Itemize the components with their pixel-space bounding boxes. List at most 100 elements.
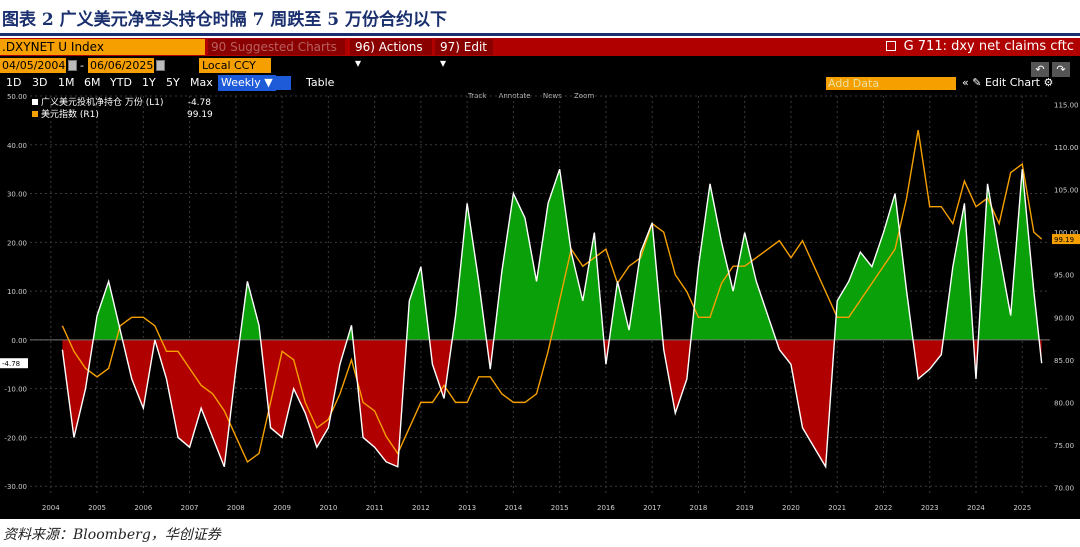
x-axis-tick-label: 2023 — [921, 504, 939, 512]
source-note: 资料来源：Bloomberg，华创证券 — [3, 527, 221, 543]
calendar-icon[interactable] — [156, 60, 165, 71]
right-axis-tick-label: 70.00 — [1054, 484, 1074, 492]
redo-icon[interactable]: ↷ — [1052, 62, 1070, 77]
x-axis-tick-label: 2017 — [643, 504, 661, 512]
legend-swatch-orange — [32, 111, 38, 117]
last-value-right-label: 99.19 — [1054, 236, 1074, 244]
x-axis-tick-label: 2006 — [134, 504, 152, 512]
currency-select[interactable]: Local CCY — [199, 58, 271, 73]
title-divider — [0, 33, 1080, 36]
chart-toolbar: Track Annotate News Zoom — [468, 92, 604, 100]
edit-menu[interactable]: 97) Edit ▾ — [435, 39, 493, 70]
tool-annotate[interactable]: Annotate — [498, 92, 531, 100]
actions-menu[interactable]: 96) Actions ▾ — [350, 39, 432, 70]
chart-function-title: G 711: dxy net claims cftc — [885, 38, 1074, 56]
frequency-select[interactable]: Weekly ▼ — [218, 75, 276, 91]
line-chart-icon[interactable] — [273, 76, 291, 90]
series-line-net-positions — [61, 168, 1043, 470]
date-range-bar: 04/05/2004 - 06/06/2025 Local CCY ↶ ↷ — [0, 58, 1080, 77]
x-axis-tick-label: 2018 — [690, 504, 708, 512]
chart-plot[interactable]: 50.00 40.00 30.00 20.00 10.00 0.00 -10.00 -20.0… — [0, 88, 1080, 519]
x-axis-tick-label: 2005 — [88, 504, 106, 512]
period-1m[interactable]: 1M — [58, 76, 75, 89]
legend-item-positions: 广义美元投机净持仓 万份 (L1) -4.78 — [32, 97, 211, 109]
left-axis-tick-label: -20.00 — [4, 434, 27, 442]
command-bar: .DXYNET U Index 90 Suggested Charts ▾ 96… — [0, 38, 1080, 70]
left-axis-tick-label: 40.00 — [7, 142, 27, 150]
right-axis-tick-label: 95.00 — [1054, 272, 1074, 280]
last-value-left-label: -4.78 — [2, 360, 20, 368]
x-axis-tick-label: 2010 — [319, 504, 337, 512]
figure-title: 图表 2 广义美元净空头持仓时隔 7 周跌至 5 万份合约以下 — [2, 10, 447, 30]
right-axis-tick-label: 85.00 — [1054, 357, 1074, 365]
period-6m[interactable]: 6M — [84, 76, 101, 89]
end-date-input[interactable]: 06/06/2025 — [88, 58, 154, 73]
legend-label-positions: 广义美元投机净持仓 万份 (L1) — [41, 98, 164, 108]
period-5y[interactable]: 5Y — [166, 76, 180, 89]
right-axis-tick-label: 80.00 — [1054, 399, 1074, 407]
positive-position-area — [62, 169, 1042, 340]
period-1y[interactable]: 1Y — [142, 76, 156, 89]
last-value-left-tag — [0, 358, 28, 369]
x-axis-tick-label: 2004 — [42, 504, 60, 512]
period-bar: 1D 3D 1M 6M YTD 1Y 5Y Max Weekly ▼ Table… — [0, 75, 1080, 91]
right-axis-tick-label: 75.00 — [1054, 442, 1074, 450]
period-1d[interactable]: 1D — [6, 76, 22, 89]
chart-title-text: G 711: dxy net claims cftc — [903, 39, 1074, 54]
right-axis-tick-label: 110.00 — [1054, 144, 1079, 152]
period-3d[interactable]: 3D — [32, 76, 48, 89]
legend-value-positions: -4.78 — [187, 98, 211, 108]
left-axis-tick-label: 10.00 — [7, 288, 27, 296]
chart-legend: 广义美元投机净持仓 万份 (L1) -4.78 美元指数 (R1) 99.19 — [32, 97, 213, 121]
bloomberg-terminal-panel: .DXYNET U Index 90 Suggested Charts ▾ 96… — [0, 38, 1080, 519]
x-axis-tick-label: 2014 — [504, 504, 522, 512]
suggested-charts-menu[interactable]: 90 Suggested Charts ▾ — [208, 39, 345, 70]
history-nav: ↶ ↷ — [1028, 58, 1070, 77]
x-axis-tick-label: 2016 — [597, 504, 615, 512]
start-date-input[interactable]: 04/05/2004 — [0, 58, 66, 73]
x-axis-tick-label: 2008 — [227, 504, 245, 512]
left-axis-tick-label: -30.00 — [4, 483, 27, 491]
right-axis-tick-label: 90.00 — [1054, 314, 1074, 322]
legend-item-dxy: 美元指数 (R1) 99.19 — [32, 109, 213, 121]
legend-label-dxy: 美元指数 (R1) — [41, 110, 99, 120]
external-link-icon[interactable] — [885, 41, 896, 51]
left-axis-tick-label: -10.00 — [4, 386, 27, 394]
edit-chart-controls[interactable]: « ✎ Edit Chart ⚙ — [962, 76, 1054, 89]
tool-news[interactable]: News — [542, 92, 562, 100]
table-view-tab[interactable]: Table — [306, 76, 335, 89]
x-axis-tick-label: 2020 — [782, 504, 800, 512]
add-data-input[interactable]: Add Data — [826, 77, 956, 90]
x-axis-tick-label: 2022 — [875, 504, 893, 512]
right-axis-tick-label: 100.00 — [1054, 229, 1079, 237]
last-value-right-tag — [1052, 234, 1080, 245]
x-axis-tick-label: 2024 — [967, 504, 985, 512]
negative-position-area — [62, 339, 1042, 467]
right-axis-tick-label: 115.00 — [1054, 102, 1079, 110]
x-axis-tick-label: 2019 — [736, 504, 754, 512]
x-axis-tick-label: 2013 — [458, 504, 476, 512]
ticker-field[interactable]: .DXYNET U Index — [0, 39, 205, 55]
period-max[interactable]: Max — [190, 76, 213, 89]
x-axis-tick-label: 2012 — [412, 504, 430, 512]
undo-icon[interactable]: ↶ — [1031, 62, 1049, 77]
x-axis-tick-label: 2011 — [366, 504, 384, 512]
x-axis-tick-label: 2007 — [181, 504, 199, 512]
series-line-dollar-index — [61, 129, 1043, 464]
x-axis-tick-label: 2009 — [273, 504, 291, 512]
left-axis-tick-label: 20.00 — [7, 239, 27, 247]
left-axis-tick-label: 50.00 — [7, 93, 27, 101]
left-axis-tick-label: 30.00 — [7, 191, 27, 199]
left-axis-tick-label: 0.00 — [11, 337, 27, 345]
legend-swatch-white — [32, 99, 38, 105]
right-axis-tick-label: 105.00 — [1054, 187, 1079, 195]
x-axis-tick-label: 2025 — [1013, 504, 1031, 512]
tool-track[interactable]: Track — [468, 92, 487, 100]
x-axis-tick-label: 2021 — [828, 504, 846, 512]
calendar-icon[interactable] — [68, 60, 77, 71]
tool-zoom[interactable]: Zoom — [573, 92, 595, 100]
legend-value-dxy: 99.19 — [187, 110, 213, 120]
x-axis-tick-label: 2015 — [551, 504, 569, 512]
period-ytd[interactable]: YTD — [110, 76, 132, 89]
date-separator: - — [80, 59, 84, 72]
